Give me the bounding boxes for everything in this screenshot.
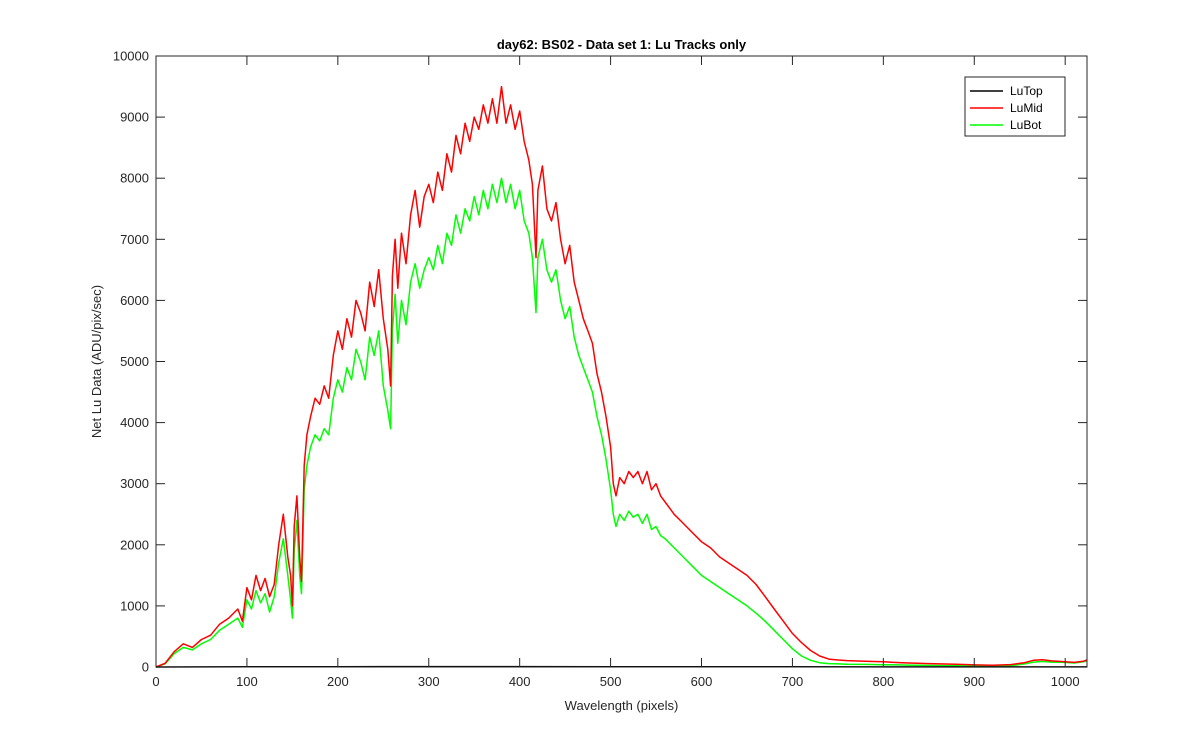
series-line-lubot xyxy=(155,177,1088,668)
x-tick-label: 900 xyxy=(963,674,985,689)
y-axis-label: Net Lu Data (ADU/pix/sec) xyxy=(89,285,104,438)
ticks-layer: 0 100 200 300 400 500 600 700 800 900 100001000200… xyxy=(113,49,1087,689)
x-tick-label: 200 xyxy=(327,674,349,689)
x-axis-label: Wavelength (pixels) xyxy=(565,698,679,713)
x-tick-label: 500 xyxy=(600,674,622,689)
y-tick-label: 2000 xyxy=(120,537,149,552)
y-tick-label: 10000 xyxy=(113,49,149,64)
legend-label-lumid: LuMid xyxy=(1010,101,1043,115)
x-tick-label: 300 xyxy=(418,674,440,689)
y-tick-label: 4000 xyxy=(120,415,149,430)
y-tick-label: 1000 xyxy=(120,598,149,613)
x-tick-label: 400 xyxy=(509,674,531,689)
x-tick-label: 1000 xyxy=(1051,674,1080,689)
y-tick-label: 5000 xyxy=(120,354,149,369)
y-tick-label: 3000 xyxy=(120,476,149,491)
y-tick-label: 9000 xyxy=(120,110,149,125)
x-tick-label: 800 xyxy=(872,674,894,689)
y-tick-label: 6000 xyxy=(120,293,149,308)
legend-label-lubot: LuBot xyxy=(1010,118,1042,132)
legend: LuTop LuMid LuBot xyxy=(964,76,1066,137)
x-tick-label: 100 xyxy=(236,674,258,689)
chart-title: day62: BS02 - Data set 1: Lu Tracks only xyxy=(497,37,747,52)
series-line-lumid xyxy=(155,85,1088,668)
x-tick-label: 600 xyxy=(691,674,713,689)
plot-area-background xyxy=(156,56,1087,667)
y-tick-label: 8000 xyxy=(120,171,149,186)
y-tick-label: 0 xyxy=(142,660,149,675)
legend-label-lutop: LuTop xyxy=(1010,84,1043,98)
x-tick-label: 700 xyxy=(782,674,804,689)
y-tick-label: 7000 xyxy=(120,232,149,247)
legend-box xyxy=(964,76,1066,137)
x-tick-label: 0 xyxy=(152,674,159,689)
